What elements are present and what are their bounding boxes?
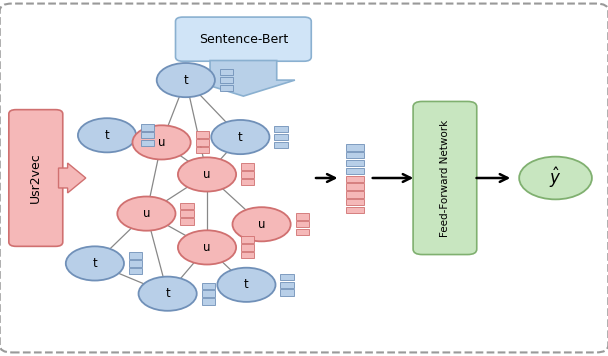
Bar (202, 290, 215, 297)
Bar (141, 140, 154, 146)
Circle shape (178, 157, 236, 192)
Text: t: t (238, 131, 243, 143)
Bar (295, 221, 309, 227)
Text: t: t (105, 129, 109, 142)
Bar (181, 218, 194, 225)
FancyBboxPatch shape (9, 110, 63, 246)
Text: t: t (165, 287, 170, 300)
Bar (280, 282, 294, 288)
Text: $\hat{y}$: $\hat{y}$ (549, 166, 562, 190)
Bar (347, 176, 364, 182)
Bar (219, 77, 233, 83)
Circle shape (217, 268, 275, 302)
FancyBboxPatch shape (0, 4, 608, 352)
Text: Feed-Forward Network: Feed-Forward Network (440, 119, 450, 237)
Bar (141, 132, 154, 138)
Text: u: u (143, 207, 150, 220)
Circle shape (66, 246, 124, 281)
Bar (241, 163, 254, 170)
Bar (129, 252, 142, 259)
Polygon shape (58, 163, 86, 193)
Bar (196, 131, 209, 138)
Bar (241, 236, 254, 243)
Bar (241, 244, 254, 251)
Bar (219, 85, 233, 91)
Circle shape (519, 157, 592, 199)
Text: t: t (92, 257, 97, 270)
Bar (274, 126, 288, 132)
Bar (347, 207, 364, 213)
Text: u: u (203, 168, 211, 181)
Bar (241, 171, 254, 178)
Text: Usr2vec: Usr2vec (29, 153, 43, 203)
Text: u: u (203, 241, 211, 254)
Bar (280, 289, 294, 296)
Bar (196, 147, 209, 153)
Polygon shape (192, 61, 295, 96)
FancyBboxPatch shape (413, 101, 477, 255)
Bar (241, 252, 254, 258)
Text: Sentence-Bert: Sentence-Bert (199, 33, 288, 46)
Bar (347, 183, 364, 190)
Bar (129, 268, 142, 274)
Bar (295, 213, 309, 220)
Bar (347, 144, 364, 151)
Text: u: u (258, 218, 265, 231)
Bar (274, 142, 288, 148)
Bar (202, 283, 215, 289)
Bar (202, 298, 215, 305)
Bar (274, 134, 288, 140)
Circle shape (78, 118, 136, 152)
Circle shape (232, 207, 291, 241)
Bar (219, 69, 233, 75)
Circle shape (211, 120, 269, 154)
Circle shape (157, 63, 215, 97)
Bar (347, 168, 364, 174)
Bar (295, 229, 309, 235)
Bar (280, 274, 294, 280)
Text: u: u (158, 136, 165, 149)
Text: t: t (244, 278, 249, 291)
Bar (347, 152, 364, 158)
Bar (347, 199, 364, 205)
Bar (181, 210, 194, 217)
Bar (196, 139, 209, 146)
Bar (141, 124, 154, 131)
Bar (129, 260, 142, 267)
Circle shape (139, 277, 197, 311)
Bar (181, 203, 194, 209)
Circle shape (133, 125, 191, 159)
FancyBboxPatch shape (176, 17, 311, 61)
Text: t: t (184, 74, 188, 87)
Bar (241, 179, 254, 185)
Circle shape (178, 230, 236, 265)
Bar (347, 160, 364, 166)
Circle shape (117, 197, 176, 231)
Bar (347, 191, 364, 198)
